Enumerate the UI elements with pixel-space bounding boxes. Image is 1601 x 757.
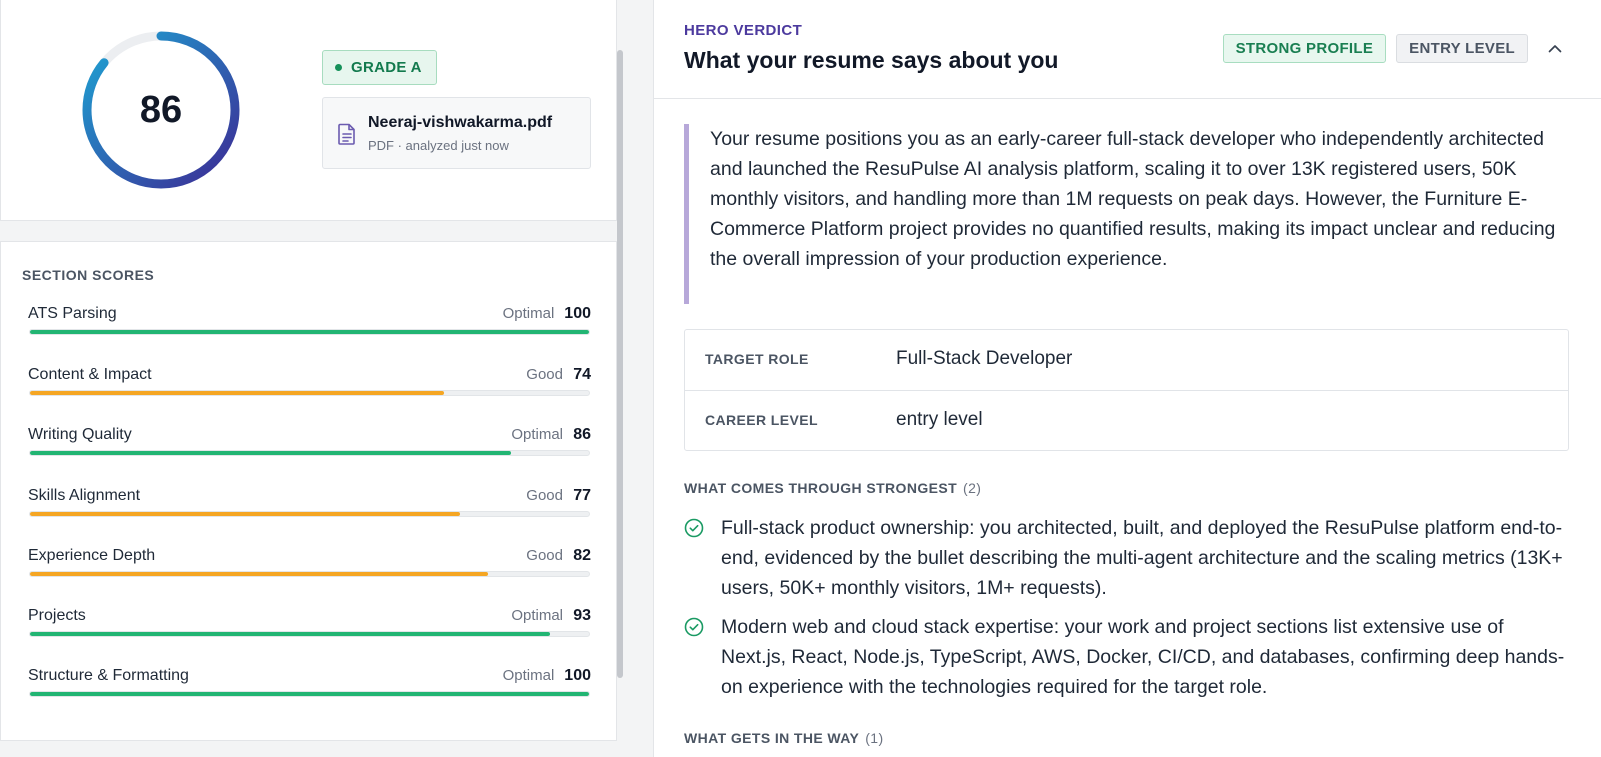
obstacles-heading: WHAT GETS IN THE WAY (1): [684, 730, 884, 746]
section-progress-track: [29, 631, 590, 637]
section-scores-title: SECTION SCORES: [22, 267, 155, 283]
score-ring: 86: [79, 28, 243, 192]
strength-text: Full-stack product ownership: you archit…: [721, 517, 1563, 599]
career-level-label: CAREER LEVEL: [705, 412, 818, 428]
hero-title: What your resume says about you: [684, 47, 1059, 73]
section-meta: Optimal 86: [511, 426, 591, 444]
grade-label: GRADE A: [351, 59, 422, 76]
collapse-button[interactable]: [1542, 34, 1568, 63]
strong-profile-badge: STRONG PROFILE: [1222, 34, 1387, 63]
file-name: Neeraj-vishwakarma.pdf: [368, 114, 553, 131]
section-score: 82: [573, 547, 591, 564]
section-progress-track: [29, 329, 590, 335]
file-meta: PDF · analyzed just now: [368, 138, 509, 153]
section-score-row: Structure & Formatting Optimal 100: [28, 667, 591, 707]
score-ring-chart: [82, 31, 240, 189]
entry-level-badge: ENTRY LEVEL: [1396, 34, 1528, 63]
section-score: 100: [564, 305, 591, 322]
section-meta: Good 82: [526, 547, 591, 565]
section-status: Optimal: [502, 667, 555, 684]
section-score: 86: [573, 426, 591, 443]
section-label: ATS Parsing: [28, 305, 117, 322]
section-scores-card: SECTION SCORES ATS Parsing Optimal 100 Cont…: [0, 241, 617, 741]
section-progress-fill: [30, 330, 589, 334]
target-role-row: TARGET ROLE Full-Stack Developer: [685, 330, 1568, 390]
section-progress-fill: [30, 391, 444, 395]
hero-eyebrow: HERO VERDICT: [684, 22, 803, 39]
section-score-row: ATS Parsing Optimal 100: [28, 305, 591, 345]
section-meta: Good 74: [526, 366, 591, 384]
section-progress-fill: [30, 692, 589, 696]
section-status: Optimal: [502, 305, 555, 322]
section-status: Good: [526, 487, 563, 504]
section-progress-track: [29, 691, 590, 697]
section-progress-track: [29, 450, 590, 456]
document-icon: [338, 123, 355, 145]
section-label: Content & Impact: [28, 366, 152, 383]
section-label: Projects: [28, 607, 86, 624]
strongest-heading-label: WHAT COMES THROUGH STRONGEST: [684, 480, 958, 496]
section-score-row: Projects Optimal 93: [28, 607, 591, 647]
section-meta: Optimal 100: [503, 305, 591, 323]
role-info-table: TARGET ROLE Full-Stack Developer CAREER …: [684, 329, 1569, 451]
section-score-row: Writing Quality Optimal 86: [28, 426, 591, 466]
section-score-row: Skills Alignment Good 77: [28, 487, 591, 527]
score-ring-progress: [82, 31, 240, 189]
check-circle-icon: [684, 518, 704, 538]
hero-badges: STRONG PROFILE ENTRY LEVEL: [1222, 34, 1568, 63]
strength-text: Modern web and cloud stack expertise: yo…: [721, 616, 1565, 698]
section-score: 74: [573, 366, 591, 383]
overall-score-value: 86: [139, 88, 183, 131]
left-panel: 86 GRADE A Neeraj-vishwakarma.pdf PDF · …: [0, 0, 640, 757]
section-progress-fill: [30, 632, 550, 636]
section-progress-track: [29, 511, 590, 517]
chevron-up-icon: [1548, 45, 1562, 53]
section-score: 77: [573, 487, 591, 504]
career-level-value: entry level: [896, 409, 983, 430]
obstacles-heading-label: WHAT GETS IN THE WAY: [684, 730, 860, 746]
section-score: 93: [573, 607, 591, 624]
section-progress-fill: [30, 451, 511, 455]
section-status: Optimal: [511, 426, 563, 443]
section-progress-fill: [30, 572, 489, 576]
section-status: Good: [526, 366, 563, 383]
verdict-quote: Your resume positions you as an early-ca…: [684, 124, 1564, 304]
career-level-row: CAREER LEVEL entry level: [685, 390, 1568, 450]
section-progress-track: [29, 571, 590, 577]
section-label: Experience Depth: [28, 547, 156, 564]
section-status: Good: [526, 547, 563, 564]
overall-score-card: 86 GRADE A Neeraj-vishwakarma.pdf PDF · …: [0, 0, 617, 221]
section-score: 100: [564, 667, 591, 684]
hero-verdict-panel: HERO VERDICT What your resume says about…: [653, 0, 1601, 757]
section-progress-track: [29, 390, 590, 396]
grade-dot-icon: [335, 64, 342, 71]
obstacles-count: (1): [865, 730, 884, 746]
section-score-row: Experience Depth Good 82: [28, 547, 591, 587]
section-score-row: Content & Impact Good 74: [28, 366, 591, 406]
left-scrollbar-thumb[interactable]: [617, 50, 623, 678]
strongest-heading: WHAT COMES THROUGH STRONGEST (2): [684, 480, 981, 496]
target-role-value: Full-Stack Developer: [896, 348, 1073, 369]
section-progress-fill: [30, 512, 461, 516]
section-meta: Optimal 100: [503, 667, 591, 685]
grade-badge: GRADE A: [322, 50, 437, 85]
section-label: Skills Alignment: [28, 487, 141, 504]
file-info[interactable]: Neeraj-vishwakarma.pdf PDF · analyzed ju…: [322, 97, 591, 169]
section-label: Structure & Formatting: [28, 667, 189, 684]
verdict-text: Your resume positions you as an early-ca…: [710, 128, 1556, 270]
section-label: Writing Quality: [28, 426, 132, 443]
target-role-label: TARGET ROLE: [705, 351, 809, 367]
hero-header: HERO VERDICT What your resume says about…: [654, 0, 1601, 99]
strongest-count: (2): [963, 480, 982, 496]
section-meta: Optimal 93: [511, 607, 591, 625]
section-status: Optimal: [511, 607, 563, 624]
check-circle-icon: [684, 617, 704, 637]
section-meta: Good 77: [526, 487, 591, 505]
